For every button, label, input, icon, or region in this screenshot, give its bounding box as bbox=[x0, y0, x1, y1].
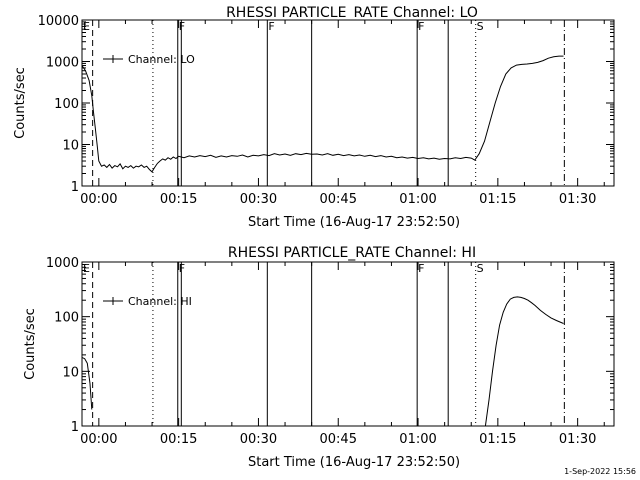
y-tick-label: 10 bbox=[62, 139, 79, 154]
x-tick-label: 00:30 bbox=[240, 432, 277, 447]
x-tick-label: 01:15 bbox=[479, 192, 516, 207]
legend-label: Channel: HI bbox=[128, 295, 192, 308]
x-axis-label: Start Time (16-Aug-17 23:52:50) bbox=[248, 455, 460, 470]
event-marker-label: F bbox=[418, 20, 424, 33]
chart-title: RHESSI PARTICLE_RATE Channel: LO bbox=[226, 5, 478, 21]
event-marker-label: F bbox=[179, 20, 185, 33]
y-tick-label: 100 bbox=[54, 311, 79, 326]
series-line bbox=[81, 55, 564, 173]
plot-frame bbox=[81, 261, 615, 427]
x-tick-label: 00:15 bbox=[160, 192, 197, 207]
series-line bbox=[484, 296, 564, 427]
x-tick-label: 00:45 bbox=[320, 192, 357, 207]
event-marker-label: F bbox=[179, 262, 185, 275]
y-tick-label: 10 bbox=[62, 365, 79, 380]
x-tick-label: 01:15 bbox=[479, 432, 516, 447]
event-marker-label: S bbox=[477, 262, 484, 275]
event-marker-label: E bbox=[83, 20, 90, 33]
y-tick-label: 1000 bbox=[46, 256, 79, 271]
chart-lo-channel: RHESSI PARTICLE_RATE Channel: LO 1 10 100 10… bbox=[13, 5, 615, 230]
chart-hi-channel: RHESSI PARTICLE_RATE Channel: HI 1 10 100 10… bbox=[23, 245, 615, 470]
x-tick-label: 00:30 bbox=[240, 192, 277, 207]
event-marker-label: S bbox=[477, 20, 484, 33]
x-tick-label: 01:00 bbox=[399, 192, 436, 207]
event-marker-label: E bbox=[83, 262, 90, 275]
x-tick-label: 00:15 bbox=[160, 432, 197, 447]
x-axis-label: Start Time (16-Aug-17 23:52:50) bbox=[248, 215, 460, 230]
series-line bbox=[81, 356, 93, 410]
x-tick-label: 01:30 bbox=[559, 432, 596, 447]
x-tick-label: 01:30 bbox=[559, 192, 596, 207]
x-tick-label: 00:00 bbox=[80, 192, 117, 207]
chart-title: RHESSI PARTICLE_RATE Channel: HI bbox=[228, 245, 476, 261]
y-axis-label: Counts/sec bbox=[13, 67, 28, 139]
x-tick-label: 00:00 bbox=[80, 432, 117, 447]
x-tick-label: 00:45 bbox=[320, 432, 357, 447]
x-tick-label: 01:00 bbox=[399, 432, 436, 447]
y-axis-label: Counts/sec bbox=[23, 308, 38, 380]
event-marker-label: F bbox=[418, 262, 424, 275]
y-tick-label: 100 bbox=[54, 97, 79, 112]
plot-frame bbox=[81, 19, 615, 187]
y-tick-label: 10000 bbox=[38, 14, 79, 29]
y-tick-label: 1 bbox=[71, 180, 79, 195]
y-tick-label: 1000 bbox=[46, 56, 79, 71]
footer-timestamp: 1-Sep-2022 15:56 bbox=[564, 467, 636, 476]
event-marker-label: F bbox=[268, 20, 274, 33]
y-tick-label: 1 bbox=[71, 420, 79, 435]
legend-label: Channel: LO bbox=[128, 53, 195, 66]
